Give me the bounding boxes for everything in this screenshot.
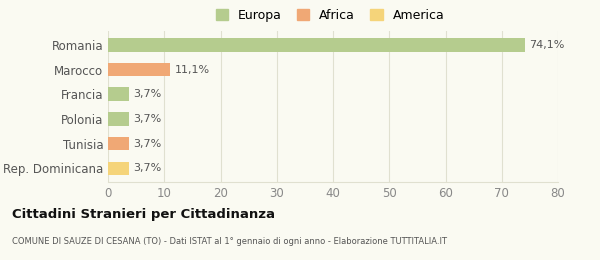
Text: 74,1%: 74,1% xyxy=(529,40,565,50)
Text: 11,1%: 11,1% xyxy=(175,64,210,75)
Text: 3,7%: 3,7% xyxy=(133,89,161,99)
Text: 3,7%: 3,7% xyxy=(133,139,161,149)
Bar xyxy=(108,87,129,101)
Text: Cittadini Stranieri per Cittadinanza: Cittadini Stranieri per Cittadinanza xyxy=(12,208,275,221)
Text: COMUNE DI SAUZE DI CESANA (TO) - Dati ISTAT al 1° gennaio di ogni anno - Elabora: COMUNE DI SAUZE DI CESANA (TO) - Dati IS… xyxy=(12,237,447,246)
Text: 3,7%: 3,7% xyxy=(133,163,161,173)
Bar xyxy=(108,63,170,76)
Bar xyxy=(108,137,129,151)
Text: 3,7%: 3,7% xyxy=(133,114,161,124)
Bar xyxy=(108,161,129,175)
Bar xyxy=(108,112,129,126)
Legend: Europa, Africa, America: Europa, Africa, America xyxy=(215,9,445,22)
Bar xyxy=(108,38,525,52)
